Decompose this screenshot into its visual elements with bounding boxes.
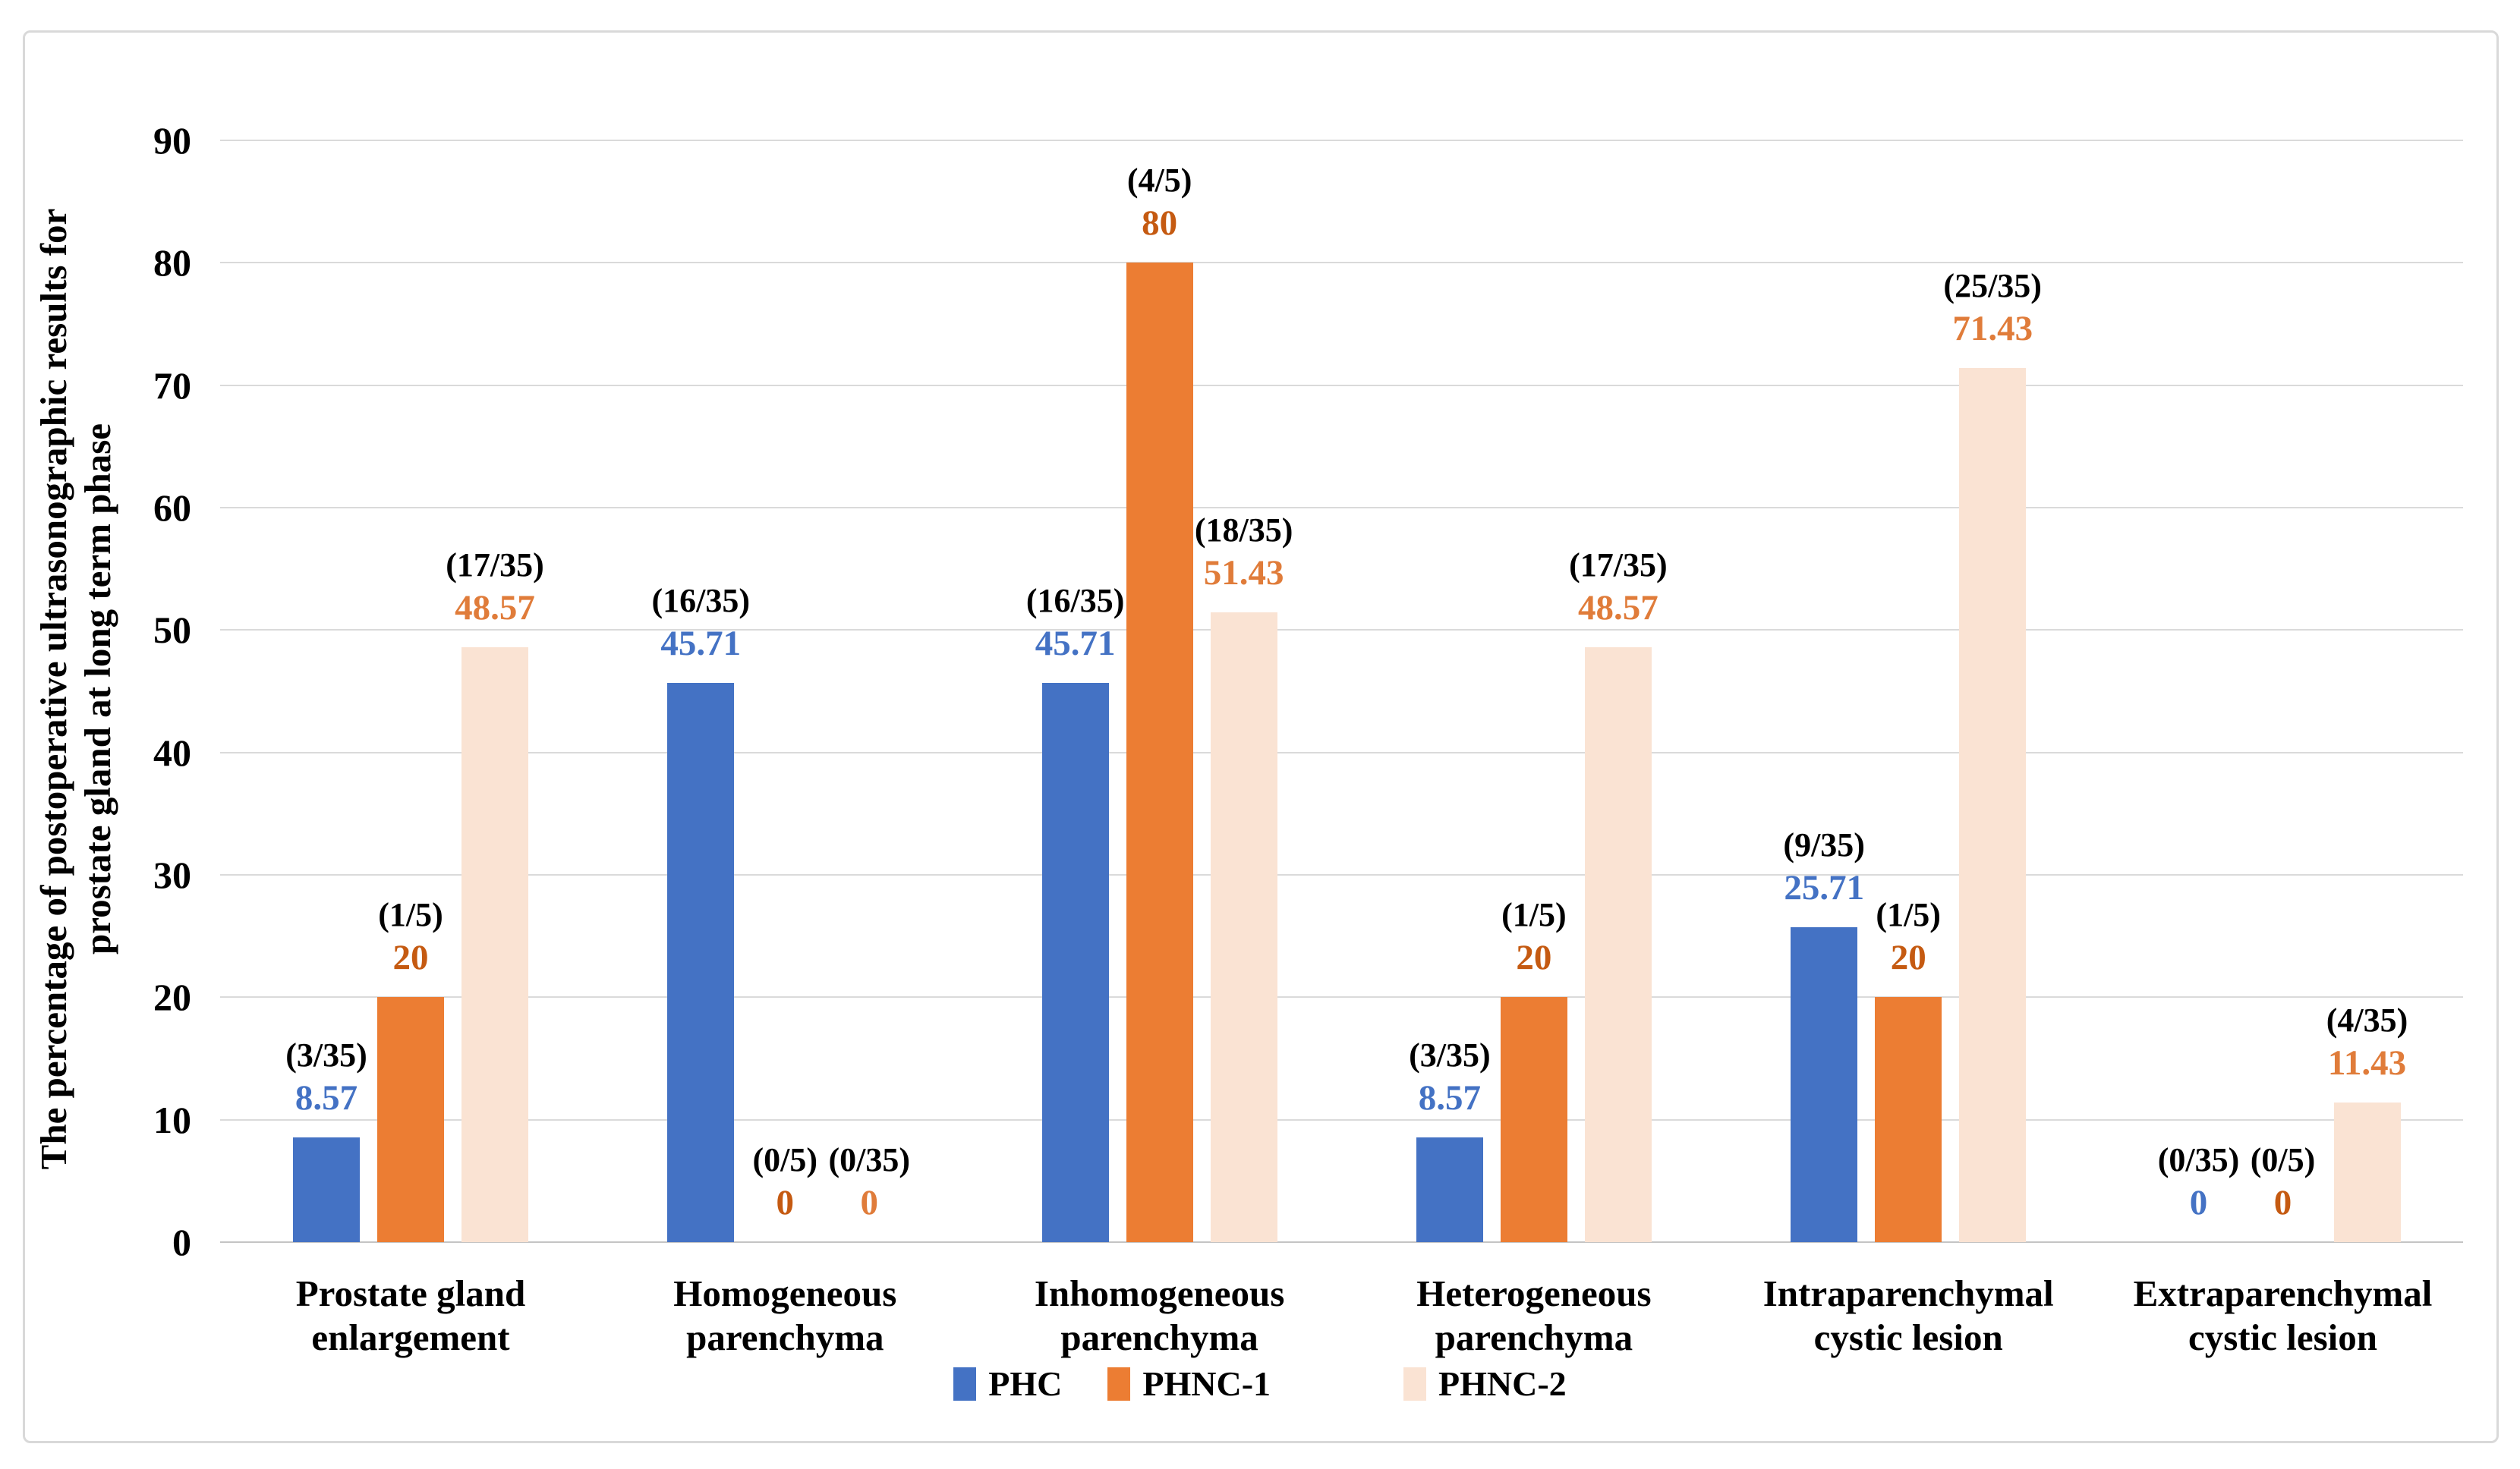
legend-swatch-PHNC-1 [1107, 1367, 1131, 1401]
gridline-y-20 [220, 996, 2463, 999]
legend-item-PHNC-2: PHNC-2 [1403, 1363, 1567, 1405]
bar-PHC-2 [1041, 682, 1109, 1242]
y-tick-label-20: 20 [153, 976, 191, 1019]
value-label-PHNC-2-4: 71.43 [1952, 308, 2033, 348]
legend-label-PHC: PHC [988, 1364, 1063, 1403]
category-label-line: Homogeneous [673, 1272, 897, 1314]
fraction-label-PHNC-2-3: (17/35) [1569, 546, 1668, 584]
category-label-2: Inhomogeneous parenchyma [962, 1272, 1357, 1360]
category-label-1: Homogeneous parenchyma [587, 1272, 982, 1360]
category-label-line: Intraparenchymal [1762, 1272, 2054, 1314]
bar-PHNC-2-2 [1210, 612, 1277, 1242]
value-label-PHNC-1-5: 0 [2273, 1183, 2292, 1222]
category-label-line: Extraparenchymal [2133, 1272, 2433, 1314]
category-label-3: Heterogeneous parenchyma [1337, 1272, 1731, 1360]
gridline-y-10 [220, 1118, 2463, 1121]
category-label-line: Inhomogeneous [1034, 1272, 1285, 1314]
bar-PHC-0 [293, 1137, 360, 1242]
fraction-label-PHNC-1-4: (1/5) [1876, 896, 1941, 934]
chart-legend: PHC PHNC-1 PHNC-2 [0, 1363, 2520, 1405]
value-label-PHNC-2-3: 48.57 [1578, 588, 1658, 628]
category-label-line: parenchyma [686, 1316, 884, 1358]
fraction-label-PHC-2: (16/35) [1025, 581, 1125, 619]
y-tick-label-10: 10 [153, 1098, 191, 1141]
value-label-PHNC-2-1: 0 [860, 1183, 879, 1222]
fraction-label-PHNC-1-0: (1/5) [378, 896, 443, 934]
value-label-PHNC-1-1: 0 [776, 1183, 795, 1222]
category-label-line: Prostate gland [295, 1272, 526, 1314]
fraction-label-PHNC-2-0: (17/35) [446, 546, 544, 584]
value-label-PHC-4: 25.71 [1784, 868, 1865, 908]
fraction-label-PHC-3: (3/35) [1409, 1036, 1491, 1074]
bar-PHNC-1-0 [377, 997, 444, 1242]
fraction-label-PHC-0: (3/35) [285, 1036, 367, 1074]
value-label-PHC-1: 45.71 [660, 623, 742, 663]
value-label-PHC-5: 0 [2189, 1183, 2208, 1222]
bar-PHNC-1-4 [1875, 997, 1942, 1242]
bar-PHNC-2-0 [461, 647, 528, 1242]
fraction-label-PHNC-2-1: (0/35) [828, 1141, 911, 1178]
fraction-label-PHNC-1-2: (4/5) [1126, 162, 1192, 200]
legend-item-PHC: PHC [953, 1363, 1062, 1405]
value-label-PHC-2: 45.71 [1035, 623, 1116, 663]
bar-PHC-3 [1416, 1137, 1483, 1242]
bar-PHC-1 [667, 682, 735, 1242]
gridline-y-70 [220, 384, 2463, 386]
fraction-label-PHNC-2-4: (25/35) [1943, 266, 2042, 304]
value-label-PHNC-1-4: 20 [1890, 938, 1926, 978]
category-label-line: parenchyma [1435, 1316, 1633, 1358]
category-label-line: cystic lesion [1813, 1316, 2003, 1358]
gridline-y-30 [220, 874, 2463, 876]
value-label-PHNC-1-0: 20 [392, 938, 429, 978]
category-label-line: enlargement [311, 1316, 510, 1358]
gridline-y-0 [220, 1241, 2463, 1243]
fraction-label-PHC-5: (0/35) [2157, 1141, 2240, 1178]
gridline-y-90 [220, 140, 2463, 141]
fraction-label-PHNC-1-1: (0/5) [752, 1141, 818, 1178]
legend-item-PHNC-1: PHNC-1 [1107, 1363, 1271, 1405]
y-tick-label-60: 60 [153, 486, 191, 529]
fraction-label-PHNC-2-5: (4/35) [2326, 1001, 2408, 1039]
y-tick-label-40: 40 [153, 731, 191, 774]
value-label-PHC-0: 8.57 [295, 1077, 358, 1118]
gridline-y-60 [220, 507, 2463, 508]
fraction-label-PHC-4: (9/35) [1783, 826, 1865, 864]
fraction-label-PHNC-2-2: (18/35) [1194, 511, 1293, 549]
category-label-line: Heterogeneous [1416, 1272, 1652, 1314]
bar-PHC-4 [1791, 927, 1858, 1242]
y-tick-label-0: 0 [172, 1221, 191, 1263]
category-label-4: Intraparenchymal cystic lesion [1711, 1272, 2106, 1360]
legend-swatch-PHNC-2 [1403, 1367, 1427, 1401]
value-label-PHNC-2-2: 51.43 [1203, 553, 1284, 593]
category-label-0: Prostate gland enlargement [213, 1272, 608, 1360]
category-label-5: Extraparenchymal cystic lesion [2086, 1272, 2481, 1360]
category-label-line: cystic lesion [2188, 1316, 2378, 1358]
value-label-PHNC-2-5: 11.43 [2327, 1043, 2407, 1083]
bar-PHNC-1-2 [1126, 263, 1193, 1242]
gridline-y-50 [220, 629, 2463, 631]
legend-label-PHNC-1: PHNC-1 [1142, 1364, 1271, 1403]
fraction-label-PHNC-1-5: (0/5) [2250, 1141, 2316, 1178]
y-tick-label-30: 30 [153, 854, 191, 896]
category-label-line: parenchyma [1060, 1316, 1258, 1358]
y-tick-label-50: 50 [153, 609, 191, 652]
value-label-PHNC-1-2: 80 [1142, 203, 1178, 244]
gridline-y-40 [220, 751, 2463, 753]
value-label-PHNC-2-0: 48.57 [455, 588, 535, 628]
bar-PHNC-2-3 [1584, 647, 1652, 1242]
bar-PHNC-1-3 [1500, 997, 1567, 1242]
y-tick-label-80: 80 [153, 241, 191, 285]
legend-label-PHNC-2: PHNC-2 [1438, 1364, 1567, 1403]
gridline-y-80 [220, 262, 2463, 264]
fraction-label-PHC-1: (16/35) [651, 581, 751, 619]
value-label-PHNC-1-3: 20 [1516, 938, 1552, 978]
y-tick-label-70: 70 [153, 363, 191, 407]
bar-PHNC-2-5 [2333, 1102, 2401, 1242]
value-label-PHC-3: 8.57 [1418, 1077, 1482, 1118]
legend-swatch-PHC [953, 1367, 977, 1401]
y-tick-label-90: 90 [153, 119, 191, 162]
fraction-label-PHNC-1-3: (1/5) [1501, 896, 1567, 934]
bar-PHNC-2-4 [1959, 367, 2027, 1242]
